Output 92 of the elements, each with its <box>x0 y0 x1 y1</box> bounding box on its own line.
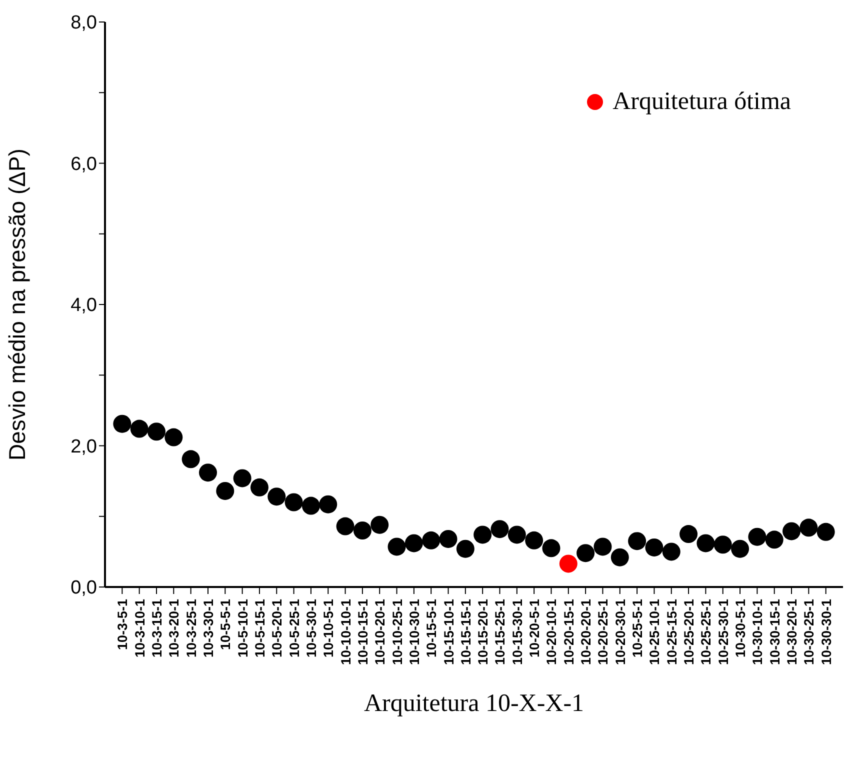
point <box>336 517 354 536</box>
point <box>680 525 698 544</box>
x-tick-label: 10-25-15-1 <box>664 598 680 666</box>
y-axis-title: Desvio médio na pressão (ΔP) <box>4 148 30 460</box>
x-tick-label: 10-20-30-1 <box>612 598 628 666</box>
x-tick-label: 10-3-25-1 <box>184 598 199 658</box>
x-tick-label: 10-30-20-1 <box>784 598 800 666</box>
x-tick-label: 10-25-20-1 <box>682 598 697 666</box>
x-tick-label: 10-5-30-1 <box>304 598 319 658</box>
x-tick-label: 10-10-25-1 <box>390 598 405 666</box>
x-tick-label: 10-30-25-1 <box>802 598 817 666</box>
x-tick-label: 10-3-30-1 <box>200 598 216 658</box>
x-tick-label: 10-15-10-1 <box>441 598 456 666</box>
x-tick-label: 10-25-10-1 <box>647 598 662 666</box>
x-tick-label: 10-5-5-1 <box>218 598 234 650</box>
x-tick-label: 10-3-5-1 <box>115 598 130 650</box>
y-tick-label: 2,0 <box>70 436 97 458</box>
x-tick-label: 10-15-25-1 <box>492 598 508 666</box>
x-tick-label: 10-30-30-1 <box>818 598 834 666</box>
y-tick-label: 6,0 <box>70 154 97 175</box>
x-tick-label: 10-5-15-1 <box>252 598 268 658</box>
point <box>714 536 732 554</box>
x-tick-label: 10-15-30-1 <box>510 598 525 666</box>
y-tick-label: 0,0 <box>70 578 97 599</box>
point <box>130 420 148 438</box>
x-tick-label: 10-3-10-1 <box>132 598 148 658</box>
x-tick-label: 10-30-5-1 <box>733 598 748 658</box>
x-tick-label: 10-15-20-1 <box>476 598 491 666</box>
point <box>731 540 750 558</box>
point <box>594 538 612 556</box>
x-tick-label: 10-10-15-1 <box>355 598 370 666</box>
point <box>765 530 784 549</box>
point <box>508 526 526 544</box>
x-tick-label: 10-20-10-1 <box>544 598 560 666</box>
point <box>662 542 680 561</box>
point <box>490 520 509 538</box>
point <box>456 540 474 558</box>
legend-label: Arquitetura ótima <box>612 88 791 116</box>
point <box>353 522 372 540</box>
x-tick-label: 10-5-20-1 <box>270 598 285 658</box>
point <box>388 538 406 556</box>
point <box>147 422 166 441</box>
point <box>268 488 286 506</box>
point <box>645 538 664 556</box>
point <box>198 464 217 482</box>
point <box>182 450 200 468</box>
point <box>559 554 578 573</box>
point <box>525 531 544 550</box>
point <box>542 539 560 558</box>
point <box>370 516 389 534</box>
x-tick-label: 10-5-25-1 <box>286 598 302 658</box>
x-tick-label: 10-20-25-1 <box>596 598 611 666</box>
x-tick-label: 10-30-15-1 <box>767 598 782 666</box>
point <box>113 414 132 433</box>
point <box>816 522 835 541</box>
x-tick-label: 10-20-5-1 <box>527 598 542 658</box>
x-tick-label: 10-5-10-1 <box>235 598 250 658</box>
x-tick-label: 10-20-15-1 <box>561 598 576 666</box>
x-axis-title: Arquitetura 10-X-X-1 <box>364 690 584 717</box>
point <box>422 531 440 550</box>
point <box>439 530 458 548</box>
x-tick-label: 10-25-30-1 <box>716 598 731 666</box>
x-tick-label: 10-20-20-1 <box>578 598 594 666</box>
point <box>800 518 818 537</box>
point <box>696 534 715 552</box>
x-tick-label: 10-10-20-1 <box>372 598 388 666</box>
x-tick-label: 10-30-10-1 <box>750 598 766 666</box>
x-tick-label: 10-25-25-1 <box>698 598 714 666</box>
y-tick-label: 4,0 <box>70 295 97 316</box>
point <box>748 528 766 546</box>
y-tick-label: 8,0 <box>70 12 97 34</box>
point <box>610 548 629 566</box>
x-tick-label: 10-10-30-1 <box>406 598 422 666</box>
x-tick-label: 10-3-15-1 <box>149 598 164 658</box>
x-tick-label: 10-15-5-1 <box>424 598 440 658</box>
point <box>404 534 423 552</box>
point <box>216 482 234 500</box>
point <box>576 544 595 562</box>
point <box>628 532 646 550</box>
point <box>319 495 338 514</box>
x-tick-label: 10-25-5-1 <box>630 598 646 658</box>
x-tick-label: 10-3-20-1 <box>166 598 182 658</box>
point <box>302 496 320 515</box>
point <box>233 469 252 488</box>
x-tick-label: 10-15-15-1 <box>458 598 474 666</box>
x-tick-label: 10-10-5-1 <box>321 598 336 658</box>
x-tick-label: 10-10-10-1 <box>338 598 354 666</box>
point <box>782 522 801 540</box>
point <box>474 526 492 544</box>
point <box>164 428 183 446</box>
point <box>250 478 268 496</box>
point <box>284 493 303 512</box>
